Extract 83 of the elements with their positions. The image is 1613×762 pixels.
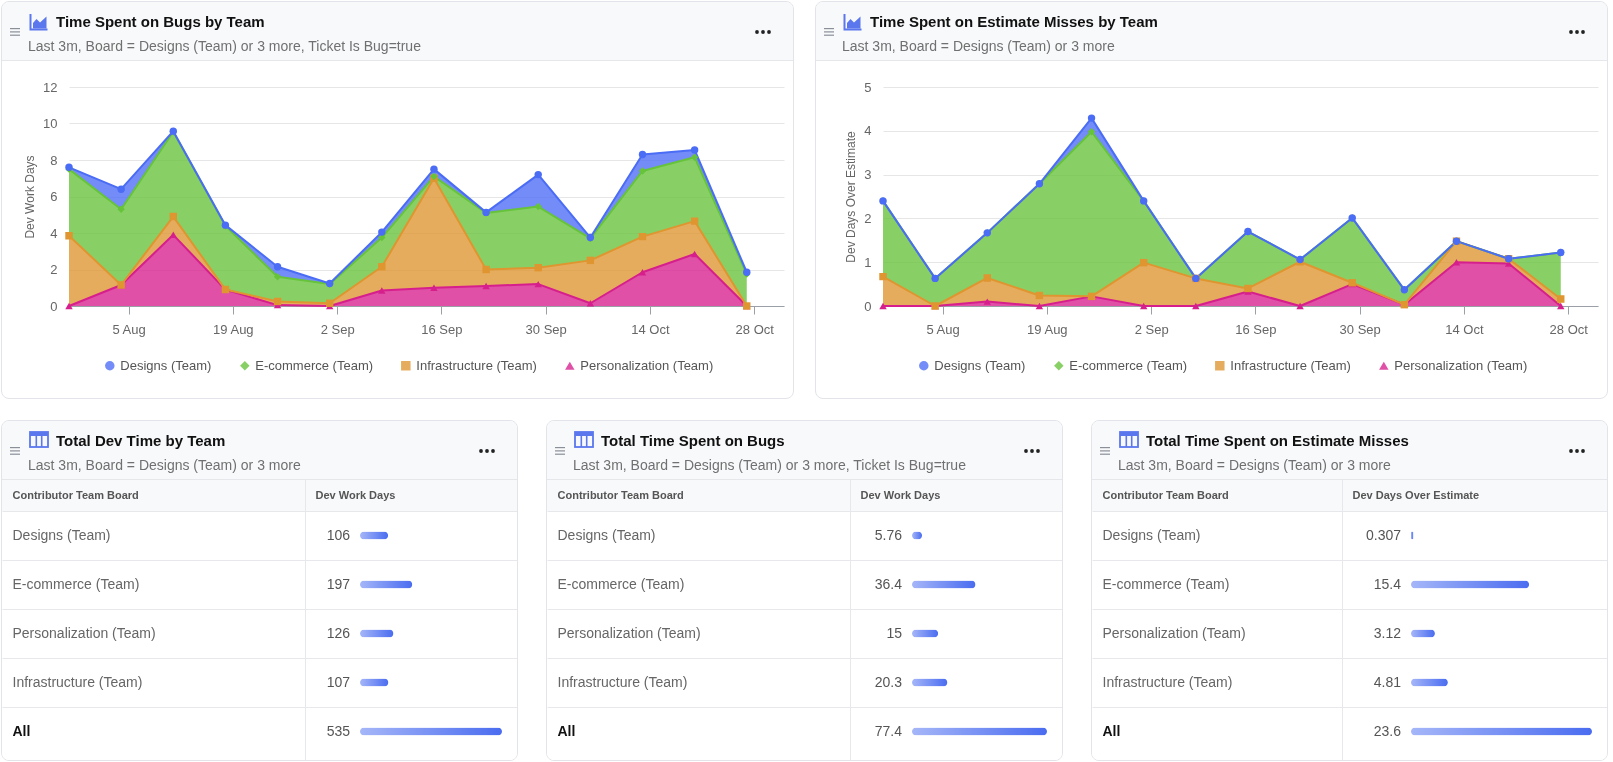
x-axis-title: Dev Work Days xyxy=(860,489,941,501)
x-tick-label: 30 Sep xyxy=(525,321,567,337)
y-tick-label: Infrastructure (Team) xyxy=(557,674,688,690)
y-tick-label: Personalization (Team) xyxy=(1102,625,1246,641)
x-tick-label: 28 Oct xyxy=(735,321,775,337)
y-tick-label: 4 xyxy=(50,225,58,241)
x-tick-label: 28 Oct xyxy=(1549,321,1589,337)
x-tick-label: 5 Aug xyxy=(112,321,146,337)
y-tick-label: E-commerce (Team) xyxy=(1102,576,1230,592)
legend-label: E-commerce (Team) xyxy=(1069,357,1188,373)
y-axis-title: Dev Days Over Estimate xyxy=(844,130,859,263)
data-label: 107 xyxy=(326,673,351,690)
data-label: 77.4 xyxy=(874,722,903,739)
y-tick-label: All xyxy=(557,723,576,739)
data-label: 5.76 xyxy=(874,526,903,543)
data-label: 4.81 xyxy=(1373,673,1402,690)
x-tick-label: 5 Aug xyxy=(926,321,960,337)
text: Total Time Spent on Estimate Misses xyxy=(1146,432,1409,449)
legend-label: Infrastructure (Team) xyxy=(1230,357,1351,373)
x-tick-label: 2 Sep xyxy=(320,321,355,337)
y-tick-label: Designs (Team) xyxy=(1102,527,1201,543)
data-label: 3.12 xyxy=(1373,624,1402,641)
legend-label: Designs (Team) xyxy=(120,357,212,373)
legend-label: Personalization (Team) xyxy=(1394,357,1528,373)
y-axis-title: Dev Work Days xyxy=(23,155,38,239)
chart-title: Time Spent on Estimate Misses by Team xyxy=(870,13,1158,30)
data-label: 535 xyxy=(326,722,351,739)
y-tick-label: Designs (Team) xyxy=(557,527,656,543)
y-tick-label: Infrastructure (Team) xyxy=(12,674,143,690)
y-axis-title: Contributor Team Board xyxy=(557,489,684,501)
legend-label: Personalization (Team) xyxy=(580,357,714,373)
y-tick-label: Personalization (Team) xyxy=(12,625,156,641)
y-tick-label: Designs (Team) xyxy=(12,527,111,543)
x-tick-label: 16 Sep xyxy=(421,321,463,337)
y-tick-label: All xyxy=(1102,723,1121,739)
text: Last 3m, Board = Designs (Team) or 3 more xyxy=(1118,457,1391,473)
data-label: 20.3 xyxy=(874,673,903,690)
text: Last 3m, Board = Designs (Team) or 3 more, Ticket Is Bug=true xyxy=(573,457,966,473)
y-tick-label: Personalization (Team) xyxy=(557,625,701,641)
data-label: 106 xyxy=(326,526,351,543)
text: Last 3m, Board = Designs (Team) or 3 more xyxy=(28,457,301,473)
data-label: 126 xyxy=(326,624,351,641)
x-tick-label: 2 Sep xyxy=(1134,321,1169,337)
y-tick-label: 2 xyxy=(50,262,58,277)
legend-label: E-commerce (Team) xyxy=(255,357,374,373)
text: Total Dev Time by Team xyxy=(56,432,226,449)
y-tick-label: 12 xyxy=(43,79,58,95)
data-label: 15 xyxy=(886,624,903,641)
y-axis-title: Contributor Team Board xyxy=(12,489,139,501)
y-tick-label: 2 xyxy=(864,210,872,226)
x-tick-label: 30 Sep xyxy=(1339,321,1381,337)
x-tick-label: 19 Aug xyxy=(213,321,254,337)
x-tick-label: 14 Oct xyxy=(631,321,670,337)
y-tick-label: E-commerce (Team) xyxy=(12,576,140,592)
data-label: 0.307 xyxy=(1365,526,1402,543)
y-tick-label: 10 xyxy=(43,116,58,131)
x-axis-title: Dev Days Over Estimate xyxy=(1352,489,1480,501)
y-tick-label: Infrastructure (Team) xyxy=(1102,674,1233,690)
y-tick-label: 8 xyxy=(50,152,58,168)
x-tick-label: 14 Oct xyxy=(1445,321,1484,337)
y-tick-label: 5 xyxy=(864,79,872,95)
y-tick-label: All xyxy=(12,723,31,739)
y-tick-label: 6 xyxy=(50,189,58,204)
legend-label: Designs (Team) xyxy=(934,357,1026,373)
x-tick-label: 19 Aug xyxy=(1027,321,1068,337)
y-tick-label: 0 xyxy=(50,298,58,314)
y-axis-title: Contributor Team Board xyxy=(1102,489,1229,501)
x-tick-label: 16 Sep xyxy=(1235,321,1277,337)
y-tick-label: 4 xyxy=(864,123,872,139)
data-label: 36.4 xyxy=(874,575,903,592)
data-label: 23.6 xyxy=(1373,722,1402,739)
legend-label: Infrastructure (Team) xyxy=(416,357,537,373)
y-tick-label: E-commerce (Team) xyxy=(557,576,685,592)
chart-subtitle: Last 3m, Board = Designs (Team) or 3 more, Ticket Is Bug=true xyxy=(28,38,421,54)
chart-title: Time Spent on Bugs by Team xyxy=(56,13,265,30)
y-tick-label: 1 xyxy=(864,254,872,270)
y-tick-label: 0 xyxy=(864,298,872,314)
text: Total Time Spent on Bugs xyxy=(601,432,785,449)
data-label: 15.4 xyxy=(1373,575,1402,592)
y-tick-label: 3 xyxy=(864,167,872,183)
chart-subtitle: Last 3m, Board = Designs (Team) or 3 more xyxy=(842,38,1115,54)
data-label: 197 xyxy=(326,575,351,592)
x-axis-title: Dev Work Days xyxy=(315,489,396,501)
